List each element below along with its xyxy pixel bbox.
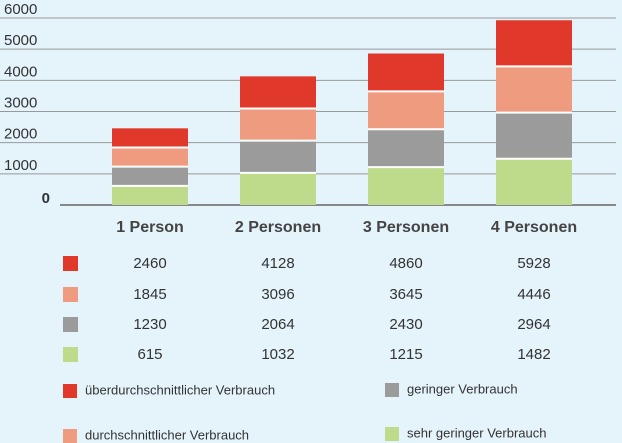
data-label: 1230: [133, 316, 166, 333]
data-label: 615: [137, 346, 162, 363]
bar: [368, 167, 444, 205]
data-label: 1032: [261, 346, 294, 363]
legend-label: durchschnittlicher Verbrauch: [85, 427, 249, 442]
data-label: 2460: [133, 255, 166, 272]
y-tick-label: 3000: [4, 94, 37, 111]
legend-label: überdurchschnittlicher Verbrauch: [85, 382, 275, 397]
table-swatch: [63, 287, 78, 302]
table-swatch: [63, 256, 78, 271]
y-tick-label: 6000: [4, 1, 37, 18]
data-label: 1845: [133, 286, 166, 303]
y-tick-label: 5000: [4, 32, 37, 49]
legend-swatch: [385, 427, 399, 441]
y-tick-label: 1000: [4, 157, 37, 174]
table-swatch: [63, 347, 78, 362]
data-label: 4446: [517, 286, 550, 303]
y-tick-label: 4000: [4, 63, 37, 80]
data-label: 1215: [389, 346, 422, 363]
legend-swatch: [63, 384, 77, 398]
legend-swatch: [385, 383, 399, 397]
data-label: 5928: [517, 255, 550, 272]
table-swatch: [63, 317, 78, 332]
bar: [240, 172, 316, 205]
bar: [112, 185, 188, 205]
data-label: 4128: [261, 255, 294, 272]
y-tick-label: 2000: [4, 126, 37, 143]
data-label: 3096: [261, 286, 294, 303]
data-label: 3645: [389, 286, 422, 303]
data-label: 2064: [261, 316, 294, 333]
data-label: 4860: [389, 255, 422, 272]
data-label: 2430: [389, 316, 422, 333]
legend-label: sehr geringer Verbrauch: [407, 425, 546, 440]
x-tick-label: 1 Person: [116, 219, 184, 236]
y-tick-label: 0: [42, 190, 50, 207]
x-tick-label: 4 Personen: [491, 219, 577, 236]
data-label: 2964: [517, 316, 550, 333]
legend-swatch: [63, 429, 77, 443]
bar: [496, 158, 572, 205]
x-tick-label: 3 Personen: [363, 219, 449, 236]
x-tick-label: 2 Personen: [235, 219, 321, 236]
legend-label: geringer Verbrauch: [407, 381, 518, 396]
data-label: 1482: [517, 346, 550, 363]
